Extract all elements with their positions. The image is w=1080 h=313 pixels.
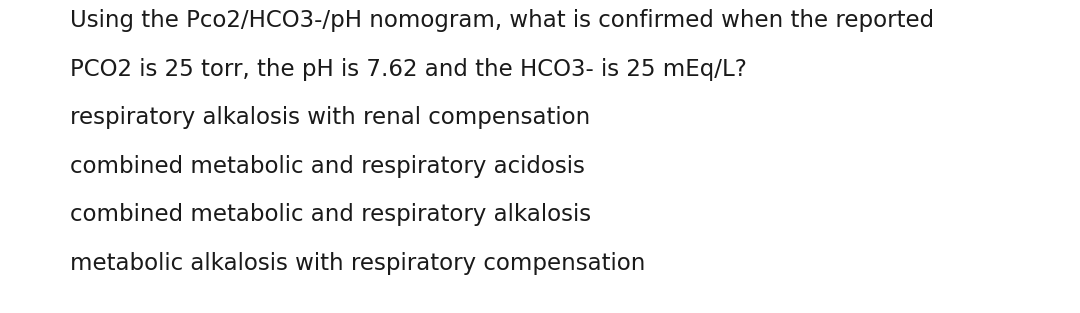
Text: respiratory alkalosis with renal compensation: respiratory alkalosis with renal compens… — [70, 106, 591, 129]
Text: Using the Pco2/HCO3-/pH nomogram, what is confirmed when the reported: Using the Pco2/HCO3-/pH nomogram, what i… — [70, 9, 934, 32]
Text: combined metabolic and respiratory alkalosis: combined metabolic and respiratory alkal… — [70, 203, 592, 226]
Text: PCO2 is 25 torr, the pH is 7.62 and the HCO3- is 25 mEq/L?: PCO2 is 25 torr, the pH is 7.62 and the … — [70, 58, 747, 81]
Text: metabolic alkalosis with respiratory compensation: metabolic alkalosis with respiratory com… — [70, 252, 646, 275]
Text: combined metabolic and respiratory acidosis: combined metabolic and respiratory acido… — [70, 155, 585, 178]
